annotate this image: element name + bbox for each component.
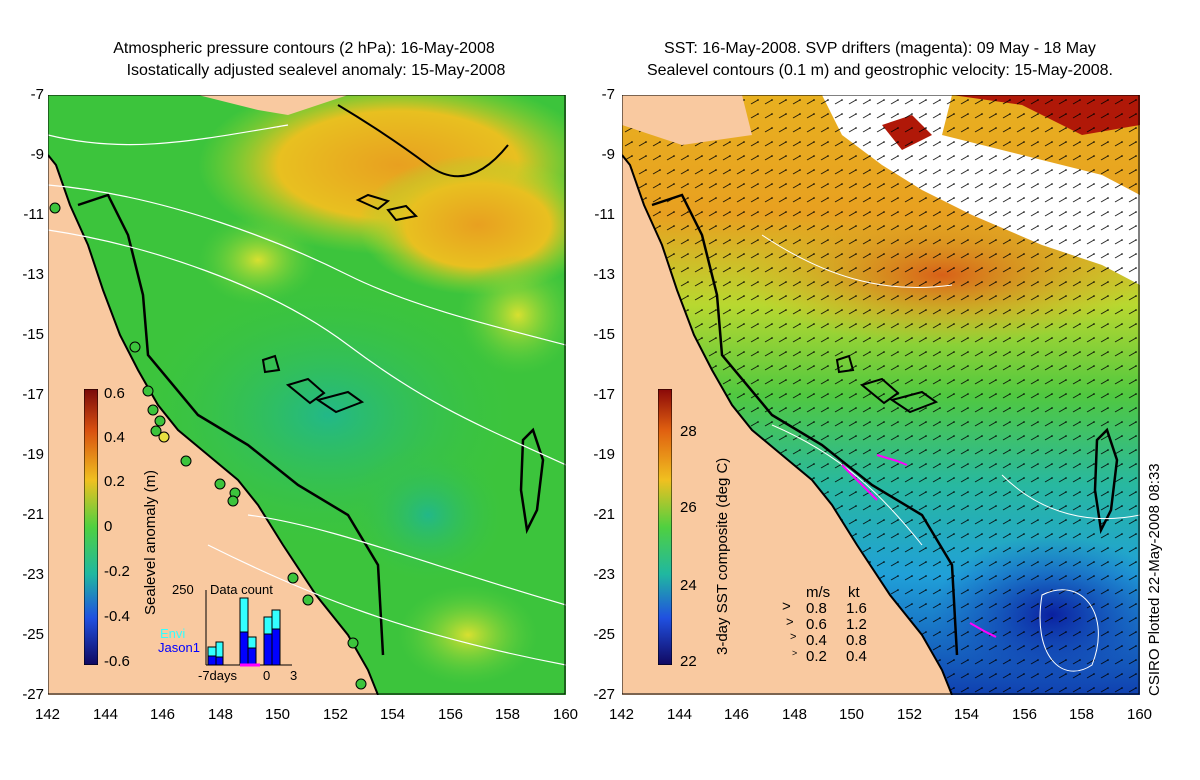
left-xtick: 144 <box>93 706 119 723</box>
sst-colorbar-label: 3-day SST composite (deg C) <box>714 457 731 655</box>
sla-tick-0.4: 0.4 <box>104 429 125 446</box>
sst-colorbar <box>658 389 672 665</box>
right-xtick: 150 <box>839 706 865 723</box>
left-ytick: -23 <box>22 566 44 583</box>
right-xtick: 152 <box>897 706 923 723</box>
velocity-row-2-arrow: > <box>786 614 794 629</box>
velocity-row-1-arrow: > <box>782 598 791 615</box>
tide-gauge-markers <box>49 202 367 690</box>
sla-tick-0.2: 0.2 <box>104 473 125 490</box>
velocity-header-kt: kt <box>848 584 860 601</box>
right-title-line2: Sealevel contours (0.1 m) and geostrophi… <box>646 62 1113 79</box>
velocity-row-3-ms: 0.4 <box>806 632 827 649</box>
velocity-row-4-arrow: > <box>792 648 798 658</box>
right-ytick: -7 <box>601 86 615 103</box>
inset-x-label-end: 3 <box>290 668 298 683</box>
left-ytick: -15 <box>22 326 44 343</box>
right-xtick: 146 <box>724 706 750 723</box>
inset-x-label-zero: 0 <box>263 668 271 683</box>
sealevel-anomaly-map <box>48 95 566 695</box>
left-xtick: 146 <box>150 706 176 723</box>
velocity-row-4-ms: 0.2 <box>806 648 827 665</box>
inset-title: Data count <box>210 582 273 597</box>
right-xtick: 154 <box>954 706 980 723</box>
right-xtick: 160 <box>1127 706 1153 723</box>
left-ytick: -17 <box>22 386 44 403</box>
velocity-row-1-kt: 1.6 <box>846 600 867 617</box>
left-ytick: -25 <box>22 626 44 643</box>
right-xtick: 156 <box>1012 706 1038 723</box>
right-ytick: -9 <box>601 146 615 163</box>
right-title-line1: SST: 16-May-2008. SVP drifters (magenta)… <box>664 40 1096 57</box>
velocity-row-2-ms: 0.6 <box>806 616 827 633</box>
plot-timestamp: CSIRO Plotted 22-May-2008 08:33 <box>1146 463 1163 696</box>
left-title-line1: Atmospheric pressure contours (2 hPa): 1… <box>113 40 495 57</box>
right-xtick: 158 <box>1069 706 1095 723</box>
inset-legend-jason1: Jason1 <box>158 640 200 655</box>
sealevel-colorbar <box>84 389 98 665</box>
velocity-row-3-kt: 0.8 <box>846 632 867 649</box>
right-ytick: -23 <box>593 566 615 583</box>
sst-tick-28: 28 <box>680 423 697 440</box>
sst-tick-26: 26 <box>680 499 697 516</box>
right-xtick: 144 <box>667 706 693 723</box>
sst-tick-22: 22 <box>680 653 697 670</box>
right-ytick: -19 <box>593 446 615 463</box>
sla-tick--0.2: -0.2 <box>104 563 130 580</box>
sst-tick-24: 24 <box>680 577 697 594</box>
right-xtick: 142 <box>609 706 635 723</box>
left-ytick: -21 <box>22 506 44 523</box>
left-xtick: 160 <box>553 706 579 723</box>
right-ytick: -17 <box>593 386 615 403</box>
right-xtick: 148 <box>782 706 808 723</box>
left-ytick: -11 <box>23 206 44 223</box>
right-ytick: -13 <box>593 266 615 283</box>
left-xtick: 150 <box>265 706 291 723</box>
sla-colorbar-label: Sealevel anomaly (m) <box>142 469 159 615</box>
right-ytick: -27 <box>593 686 615 703</box>
left-ytick: -27 <box>22 686 44 703</box>
left-ytick: -19 <box>22 446 44 463</box>
left-ytick: -7 <box>30 86 44 103</box>
sst-map <box>622 95 1140 695</box>
right-ytick: -21 <box>593 506 615 523</box>
right-ytick: -25 <box>593 626 615 643</box>
sla-tick--0.4: -0.4 <box>104 608 130 625</box>
left-xtick: 142 <box>35 706 61 723</box>
inset-x-label-start: -7days <box>198 668 238 683</box>
data-count-inset <box>205 590 292 667</box>
left-title-line2: Isostatically adjusted sealevel anomaly:… <box>126 62 506 79</box>
left-xtick: 154 <box>380 706 406 723</box>
right-map-title: SST: 16-May-2008. SVP drifters (magenta)… <box>600 38 1160 82</box>
velocity-row-3-arrow: > <box>790 631 797 643</box>
left-map-title: Atmospheric pressure contours (2 hPa): 1… <box>48 38 560 82</box>
velocity-row-4-kt: 0.4 <box>846 648 867 665</box>
inset-y-tick: 250 <box>172 582 194 597</box>
velocity-header-ms: m/s <box>806 584 831 601</box>
left-xtick: 148 <box>208 706 234 723</box>
velocity-row-1-ms: 0.8 <box>806 600 827 617</box>
velocity-row-2-kt: 1.2 <box>846 616 867 633</box>
sla-tick-0: 0 <box>104 518 113 535</box>
left-ytick: -9 <box>30 146 44 163</box>
left-xtick: 152 <box>323 706 349 723</box>
right-ytick: -15 <box>593 326 615 343</box>
inset-legend-envi: Envi <box>160 626 186 641</box>
left-xtick: 158 <box>495 706 521 723</box>
right-ytick: -11 <box>594 206 615 223</box>
left-xtick: 156 <box>438 706 464 723</box>
left-ytick: -13 <box>22 266 44 283</box>
sla-tick-0.6: 0.6 <box>104 385 125 402</box>
sla-tick--0.6: -0.6 <box>104 653 130 670</box>
